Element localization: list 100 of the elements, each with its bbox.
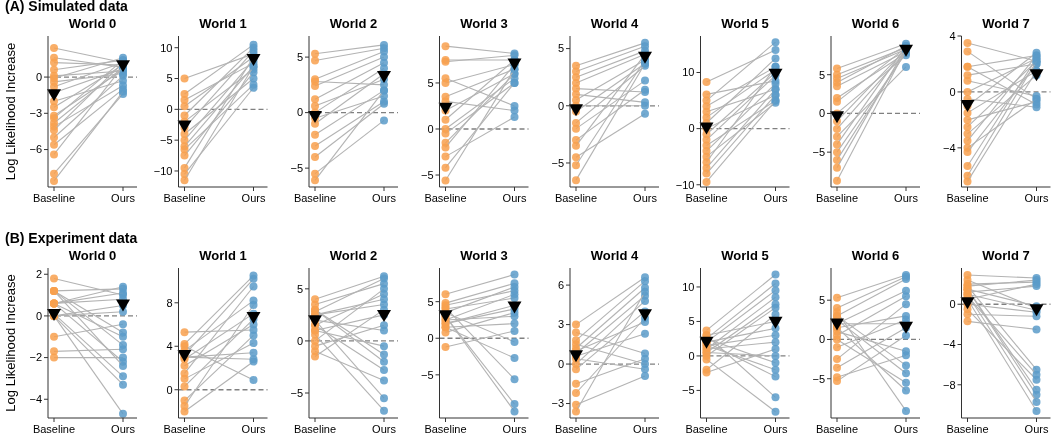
y-tick-label: −4 (942, 141, 956, 154)
y-tick-label: −5 (420, 368, 434, 381)
y-tick-label: 0 (949, 298, 956, 311)
x-tick-label: Ours (502, 423, 527, 435)
y-tick-label: 0 (427, 122, 434, 135)
y-tick-label: 0 (296, 106, 303, 119)
y-tick-label: 0 (166, 103, 173, 116)
chart-title: World 3 (460, 248, 508, 263)
y-tick-label: −5 (290, 161, 303, 174)
chart-title: World 6 (851, 16, 900, 31)
chart-title: World 1 (199, 16, 247, 31)
x-tick-label: Baseline (685, 423, 728, 435)
y-tick-label: −5 (159, 134, 173, 147)
x-tick-label: Baseline (815, 192, 859, 204)
text: (B) Experiment data (5, 230, 138, 246)
y-tick-label: 10 (682, 280, 695, 293)
x-tick-label: Baseline (815, 423, 859, 435)
y-tick-label: 5 (818, 294, 825, 307)
x-tick-label: Baseline (685, 192, 728, 204)
y-tick-label: 8 (166, 296, 173, 309)
x-tick-label: Ours (372, 192, 397, 204)
x-tick-label: Baseline (946, 192, 989, 204)
y-tick-label: 5 (296, 282, 303, 295)
chart-title: World 0 (68, 248, 117, 263)
x-tick-label: Ours (633, 423, 658, 435)
y-tick-label: 0 (688, 349, 695, 362)
y-tick-label: 5 (166, 72, 173, 85)
x-tick-label: Ours (502, 192, 527, 204)
y-tick-label: −5 (812, 146, 825, 158)
x-tick-label: Baseline (163, 192, 206, 204)
x-tick-label: Baseline (293, 423, 337, 435)
chart-title: World 2 (329, 248, 378, 263)
y-tick-label: 4 (166, 340, 173, 353)
y-tick-label: 5 (427, 76, 434, 89)
chart-title: World 7 (982, 16, 1030, 31)
y-tick-label: −3 (29, 107, 42, 120)
x-tick-label: Ours (372, 423, 397, 435)
y-tick-label: 5 (688, 315, 695, 328)
y-tick-label: 10 (160, 41, 173, 54)
x-tick-label: Ours (894, 423, 919, 435)
chart-title: World 6 (851, 248, 900, 263)
x-tick-label: Ours (763, 192, 788, 204)
x-tick-label: Ours (111, 423, 136, 435)
x-tick-label: Ours (1024, 423, 1049, 435)
x-tick-label: Baseline (32, 423, 76, 435)
y-tick-label: −4 (29, 393, 42, 406)
y-axis-title: Log Likelihood Increase (3, 274, 18, 412)
y-tick-label: 0 (35, 70, 42, 83)
y-tick-label: −2 (29, 351, 42, 364)
y-tick-label: 0 (557, 99, 564, 112)
chart-title: World 2 (329, 16, 378, 31)
y-tick-label: 0 (296, 334, 303, 347)
y-tick-label: 4 (949, 29, 956, 42)
y-tick-label: 5 (296, 50, 303, 63)
chart-title: World 4 (590, 248, 639, 263)
y-tick-label: −10 (675, 178, 695, 191)
y-tick-label: −4 (942, 338, 956, 351)
y-tick-label: 6 (557, 278, 564, 291)
y-tick-label: −5 (812, 372, 825, 385)
chart-title: World 1 (199, 248, 247, 263)
y-tick-label: 5 (818, 68, 825, 81)
y-tick-label: −10 (153, 164, 173, 177)
y-tick-label: 5 (427, 295, 434, 308)
x-tick-label: Ours (241, 192, 266, 204)
x-tick-label: Baseline (554, 423, 598, 435)
y-axis-title: Log Likelihood Increase (3, 42, 18, 181)
y-tick-label: 0 (818, 107, 825, 120)
chart-title: World 3 (460, 16, 508, 31)
y-tick-label: −5 (290, 386, 303, 399)
y-tick-label: 0 (35, 309, 42, 322)
x-tick-label: Baseline (163, 423, 206, 435)
x-tick-label: Ours (241, 423, 266, 435)
y-tick-label: 0 (949, 85, 956, 98)
y-tick-label: 0 (166, 383, 173, 396)
x-tick-label: Ours (763, 423, 788, 435)
x-tick-label: Baseline (32, 192, 76, 204)
y-tick-label: 10 (682, 66, 695, 79)
x-tick-label: Baseline (424, 423, 467, 435)
chart-title: World 4 (590, 16, 639, 31)
text: (A) Simulated data (5, 0, 129, 14)
y-tick-label: 0 (427, 332, 434, 345)
chart-title: World 7 (982, 248, 1030, 263)
y-tick-label: 2 (35, 268, 42, 281)
x-tick-label: Ours (111, 192, 136, 204)
y-tick-label: −5 (551, 156, 564, 169)
y-tick-label: 3 (557, 318, 564, 331)
x-tick-label: Ours (1024, 192, 1049, 204)
x-tick-label: Baseline (554, 192, 598, 204)
y-tick-label: 5 (557, 42, 564, 55)
y-tick-label: −5 (681, 384, 695, 397)
y-tick-label: −3 (551, 397, 564, 410)
x-tick-label: Baseline (293, 192, 337, 204)
chart-title: World 5 (721, 16, 769, 31)
x-tick-label: Ours (633, 192, 658, 204)
chart-title: World 5 (721, 248, 769, 263)
y-tick-label: 0 (557, 357, 564, 370)
y-tick-label: −6 (29, 143, 42, 156)
y-tick-label: 0 (818, 333, 825, 346)
x-tick-label: Ours (894, 192, 919, 204)
chart-title: World 0 (68, 16, 117, 31)
